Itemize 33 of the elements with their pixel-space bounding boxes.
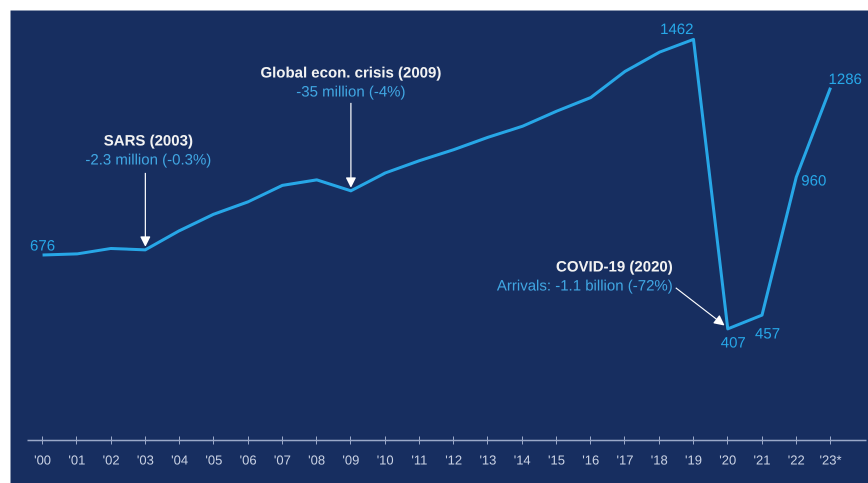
annotation: COVID-19 (2020) Arrivals: -1.1 billion (-72%) — [496, 258, 673, 294]
x-tick-label: '12 — [445, 452, 462, 468]
x-tick-label: '11 — [411, 452, 428, 468]
data-label: 1462 — [660, 20, 694, 38]
x-tick-label: '22 — [788, 452, 805, 468]
x-tick-label: '20 — [719, 452, 736, 468]
x-tick-label: '16 — [582, 452, 600, 468]
x-tick-label: '03 — [136, 452, 154, 468]
data-label: 1286 — [828, 71, 862, 88]
x-tick-label: '14 — [514, 452, 531, 468]
x-tick-label: '23* — [820, 452, 842, 468]
x-tick-label: '13 — [479, 452, 496, 468]
x-tick-label: '19 — [685, 452, 702, 468]
data-label: 407 — [720, 334, 746, 352]
x-tick-label: '15 — [548, 452, 565, 468]
x-tick-label: '02 — [102, 452, 120, 468]
data-label: 676 — [30, 238, 56, 255]
x-tick-label: '09 — [342, 452, 360, 468]
x-tick-label: '17 — [616, 452, 634, 468]
x-tick-label: '01 — [68, 452, 86, 468]
x-tick-label: '06 — [240, 452, 257, 468]
x-tick-label: '21 — [754, 452, 770, 468]
x-tick-label: '10 — [376, 452, 394, 468]
x-tick-label: '00 — [34, 452, 52, 468]
x-tick-label: '18 — [650, 452, 668, 468]
x-tick-label: '04 — [171, 452, 188, 468]
annotation: Global econ. crisis (2009) -35 million (-4%) — [260, 64, 442, 100]
x-tick-label: '05 — [205, 452, 222, 468]
annotation: SARS (2003) -2.3 million (-0.3%) — [85, 132, 212, 168]
data-label: 960 — [801, 172, 826, 190]
x-tick-label: '07 — [274, 452, 291, 468]
x-tick-label: '08 — [308, 452, 326, 468]
data-label: 457 — [755, 326, 780, 343]
